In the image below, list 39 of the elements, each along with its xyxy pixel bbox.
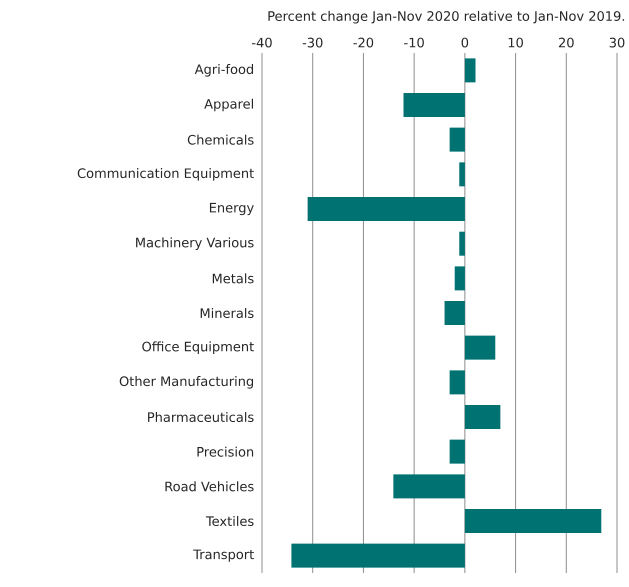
bar: [464, 336, 496, 360]
y-tick-label: Communication Equipment: [78, 168, 254, 181]
bar: [464, 405, 500, 430]
bar: [450, 128, 465, 152]
y-tick-label: Minerals: [200, 308, 254, 318]
y-tick-label: Apparel: [204, 98, 253, 112]
x-tick-label: -40: [252, 38, 272, 48]
y-tick-label: Textiles: [206, 516, 254, 526]
x-tick-label: -10: [404, 38, 424, 48]
bar: [393, 474, 465, 498]
x-tick-label: 10: [508, 38, 523, 48]
x-tick-label: -30: [302, 38, 322, 48]
bar: [450, 370, 465, 394]
x-tick-label: 0: [462, 38, 468, 48]
bar: [454, 266, 465, 290]
y-tick-label: Pharmaceuticals: [148, 412, 254, 422]
bar: [459, 162, 465, 186]
x-tick-label: 30: [610, 38, 624, 48]
bar: [464, 58, 476, 82]
bar: [464, 509, 602, 534]
y-tick-label: Chemicals: [188, 134, 254, 145]
y-tick-label: Metals: [212, 273, 254, 284]
y-tick-label: Transport: [193, 550, 254, 562]
x-tick-label: 20: [558, 38, 574, 48]
y-tick-label: Machinery Various: [136, 237, 254, 250]
bar: [450, 440, 465, 464]
bar: [459, 232, 465, 256]
bar: [291, 544, 465, 568]
y-tick-label: Precision: [197, 446, 254, 457]
x-axis-title: Percent change Jan-Nov 2020 relative to Jan-Nov 2019.: [268, 10, 624, 24]
y-tick-label: Energy: [210, 202, 254, 216]
y-tick-label: Road Vehicles: [165, 481, 254, 492]
bar: [403, 93, 465, 118]
x-tick-label: -20: [353, 38, 374, 48]
bar: [308, 197, 465, 222]
y-tick-label: Other Manufacturing: [120, 376, 254, 389]
y-tick-label: Office Equipment: [142, 341, 254, 354]
bar: [444, 301, 465, 326]
y-tick-label: Agri-food: [194, 64, 254, 77]
